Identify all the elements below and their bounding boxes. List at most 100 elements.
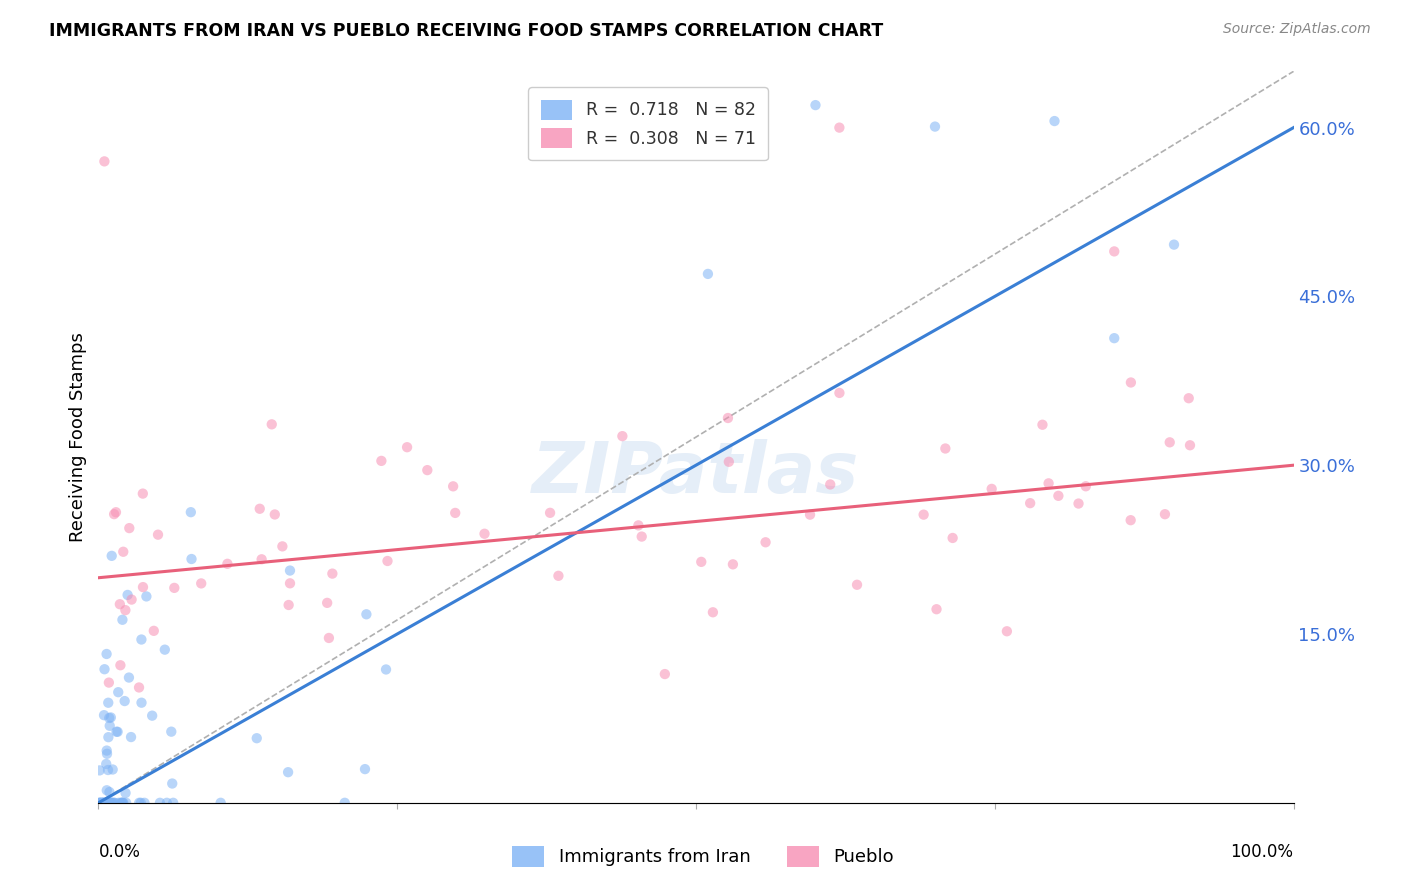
Point (249, 501, 271, 516)
Point (93, 796, 115, 810)
Point (142, 624, 165, 638)
Point (153, 642, 176, 657)
Point (121, 592, 143, 607)
Point (163, 581, 186, 595)
Point (97, 796, 120, 810)
Point (924, 120, 946, 134)
Point (250, 552, 273, 566)
Point (1104, 331, 1126, 345)
Text: 100.0%: 100.0% (1230, 843, 1294, 861)
Point (111, 613, 134, 627)
Point (690, 555, 713, 569)
Point (1019, 496, 1042, 510)
Text: Source: ZipAtlas.com: Source: ZipAtlas.com (1223, 22, 1371, 37)
Point (377, 554, 399, 568)
Point (120, 730, 142, 744)
Point (1067, 497, 1090, 511)
Point (135, 590, 157, 604)
Point (1074, 479, 1097, 493)
Point (1119, 376, 1142, 390)
Point (89, 796, 111, 810)
Point (132, 580, 155, 594)
Point (104, 505, 127, 519)
Point (547, 569, 569, 583)
Point (180, 505, 202, 519)
Point (118, 521, 141, 535)
Legend: Immigrants from Iran, Pueblo: Immigrants from Iran, Pueblo (505, 838, 901, 874)
Point (1177, 391, 1199, 405)
Point (156, 796, 179, 810)
Point (97, 696, 120, 710)
Point (846, 578, 869, 592)
Point (1038, 476, 1060, 491)
Point (91, 796, 114, 810)
Point (321, 566, 343, 581)
Point (828, 120, 851, 135)
Point (721, 558, 744, 572)
Point (278, 576, 301, 591)
Point (108, 597, 131, 611)
Point (444, 506, 467, 520)
Point (89, 796, 111, 810)
Point (804, 98, 827, 112)
Point (111, 796, 134, 810)
Point (271, 540, 294, 554)
Point (105, 724, 128, 739)
Point (799, 508, 821, 522)
Point (818, 477, 841, 491)
Point (91, 796, 114, 810)
Point (717, 411, 740, 425)
Text: IMMIGRANTS FROM IRAN VS PUEBLO RECEIVING FOOD STAMPS CORRELATION CHART: IMMIGRANTS FROM IRAN VS PUEBLO RECEIVING… (49, 22, 883, 40)
Point (100, 710, 122, 724)
Point (97, 763, 120, 777)
Point (538, 506, 561, 520)
Point (146, 527, 169, 541)
Point (333, 796, 356, 810)
Point (107, 724, 129, 739)
Point (612, 429, 634, 443)
Point (1154, 507, 1177, 521)
Point (717, 455, 740, 469)
Y-axis label: Receiving Food Stamps: Receiving Food Stamps (69, 332, 87, 542)
Point (101, 763, 124, 777)
Point (93, 708, 115, 723)
Point (912, 508, 935, 522)
Point (375, 663, 398, 677)
Point (103, 796, 125, 810)
Point (141, 708, 163, 723)
Point (93, 154, 115, 169)
Point (90, 796, 112, 810)
Point (89, 764, 111, 778)
Point (755, 535, 778, 549)
Text: 0.0%: 0.0% (98, 843, 141, 861)
Point (98, 785, 121, 799)
Point (114, 603, 136, 617)
Point (1043, 114, 1066, 128)
Point (100, 796, 122, 810)
Point (98, 796, 121, 810)
Point (112, 796, 135, 810)
Point (934, 442, 956, 456)
Point (94, 796, 117, 810)
Point (117, 588, 139, 602)
Legend: R =  0.718   N = 82, R =  0.308   N = 71: R = 0.718 N = 82, R = 0.308 N = 71 (529, 87, 768, 161)
Point (370, 454, 392, 468)
Point (1119, 513, 1142, 527)
Point (190, 576, 212, 591)
Point (96, 743, 118, 757)
Point (111, 796, 134, 810)
Point (107, 796, 129, 810)
Point (112, 545, 135, 559)
Point (129, 796, 152, 810)
Point (354, 762, 377, 776)
Point (995, 624, 1018, 639)
Point (396, 440, 419, 454)
Point (260, 417, 283, 432)
Point (134, 796, 156, 810)
Point (101, 796, 124, 810)
Point (107, 685, 129, 699)
Point (110, 796, 132, 810)
Point (128, 796, 150, 810)
Point (104, 796, 127, 810)
Point (356, 607, 378, 622)
